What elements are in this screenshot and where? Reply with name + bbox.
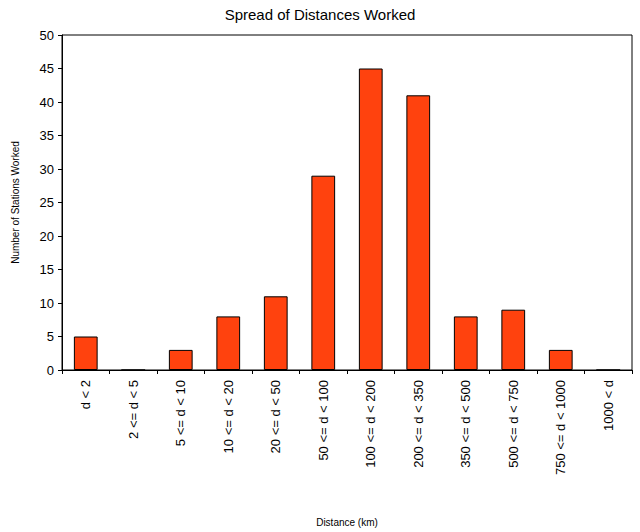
svg-text:100 <= d < 200: 100 <= d < 200 — [363, 380, 378, 468]
svg-text:40: 40 — [40, 95, 54, 110]
svg-text:5 <= d < 10: 5 <= d < 10 — [173, 380, 188, 446]
svg-text:10 <= d < 20: 10 <= d < 20 — [221, 380, 236, 453]
svg-text:d < 2: d < 2 — [78, 380, 93, 409]
svg-text:10: 10 — [40, 296, 54, 311]
svg-text:0: 0 — [47, 363, 54, 378]
svg-text:Number of Stations Worked: Number of Stations Worked — [10, 141, 21, 264]
svg-text:20: 20 — [40, 229, 54, 244]
svg-text:1000 < d: 1000 < d — [601, 380, 616, 431]
svg-text:20 <= d < 50: 20 <= d < 50 — [268, 380, 283, 453]
svg-text:30: 30 — [40, 162, 54, 177]
svg-text:35: 35 — [40, 128, 54, 143]
svg-text:Spread of Distances Worked: Spread of Distances Worked — [225, 6, 416, 23]
svg-text:2 <= d < 5: 2 <= d < 5 — [126, 380, 141, 439]
svg-text:50: 50 — [40, 28, 54, 43]
svg-text:15: 15 — [40, 262, 54, 277]
svg-text:Distance (km): Distance (km) — [316, 517, 378, 528]
svg-text:50 <= d < 100: 50 <= d < 100 — [316, 380, 331, 461]
svg-text:350 <= d < 500: 350 <= d < 500 — [458, 380, 473, 468]
svg-text:750 <= d < 1000: 750 <= d < 1000 — [553, 380, 568, 475]
svg-text:200 <= d < 350: 200 <= d < 350 — [411, 380, 426, 468]
svg-text:5: 5 — [47, 329, 54, 344]
svg-text:25: 25 — [40, 195, 54, 210]
svg-text:45: 45 — [40, 61, 54, 76]
svg-text:500 <= d < 750: 500 <= d < 750 — [506, 380, 521, 468]
